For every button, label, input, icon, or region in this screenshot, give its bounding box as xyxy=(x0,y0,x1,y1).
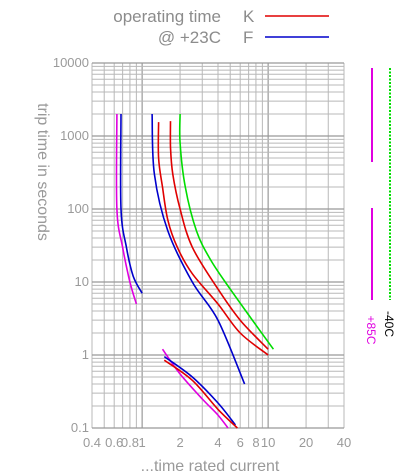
y-axis-title: trip time in seconds xyxy=(34,103,51,241)
y-tick-labels: 0.1 1 10 100 1000 10000 xyxy=(53,55,89,435)
y-tick-label: 10000 xyxy=(53,55,89,70)
legend: operating time @ +23C K F xyxy=(113,7,329,47)
x-axis-title: ...time rated current xyxy=(141,458,280,475)
y-tick-label: 100 xyxy=(67,201,89,216)
x-tick-label: 0.6 xyxy=(105,435,123,450)
legend-label-k: K xyxy=(243,7,255,26)
x-tick-label: 0.4 xyxy=(83,435,101,450)
chart-grid xyxy=(91,62,345,429)
x-tick-label: 20 xyxy=(299,435,313,450)
series-curve-6 xyxy=(169,121,269,350)
series-curve-4 xyxy=(163,355,237,426)
x-tick-labels: 0.4 0.60.8 1 2 4 6 8 10 20 40 xyxy=(83,435,351,450)
x-tick-label: 6 xyxy=(237,435,244,450)
x-tick-label: 2 xyxy=(176,435,183,450)
series-curve-2 xyxy=(119,113,143,294)
legend-title-line-2: @ +23C xyxy=(158,28,221,47)
side-label-85c: +85C xyxy=(364,315,378,344)
legend-title-line-1: operating time xyxy=(113,7,221,26)
x-tick-label: 40 xyxy=(337,435,351,450)
side-label-40c: -40C xyxy=(382,311,396,337)
y-tick-label: 1000 xyxy=(60,128,89,143)
y-tick-label: 0.1 xyxy=(71,420,89,435)
series-curve-0 xyxy=(115,113,138,305)
series-curve-7 xyxy=(163,359,238,429)
y-tick-label: 10 xyxy=(75,274,89,289)
temperature-indicators: +85C -40C xyxy=(364,68,396,345)
x-tick-label: 8 xyxy=(252,435,259,450)
series-curve-5 xyxy=(157,122,269,356)
series-curve-3 xyxy=(151,113,246,385)
x-tick-label: 10 xyxy=(261,435,275,450)
legend-label-f: F xyxy=(243,28,253,47)
chart-series xyxy=(115,113,275,429)
y-tick-label: 1 xyxy=(82,347,89,362)
x-tick-label: 1 xyxy=(139,435,146,450)
x-tick-label: 0.8 xyxy=(121,435,139,450)
x-tick-label: 4 xyxy=(214,435,221,450)
series-curve-8 xyxy=(178,113,275,350)
